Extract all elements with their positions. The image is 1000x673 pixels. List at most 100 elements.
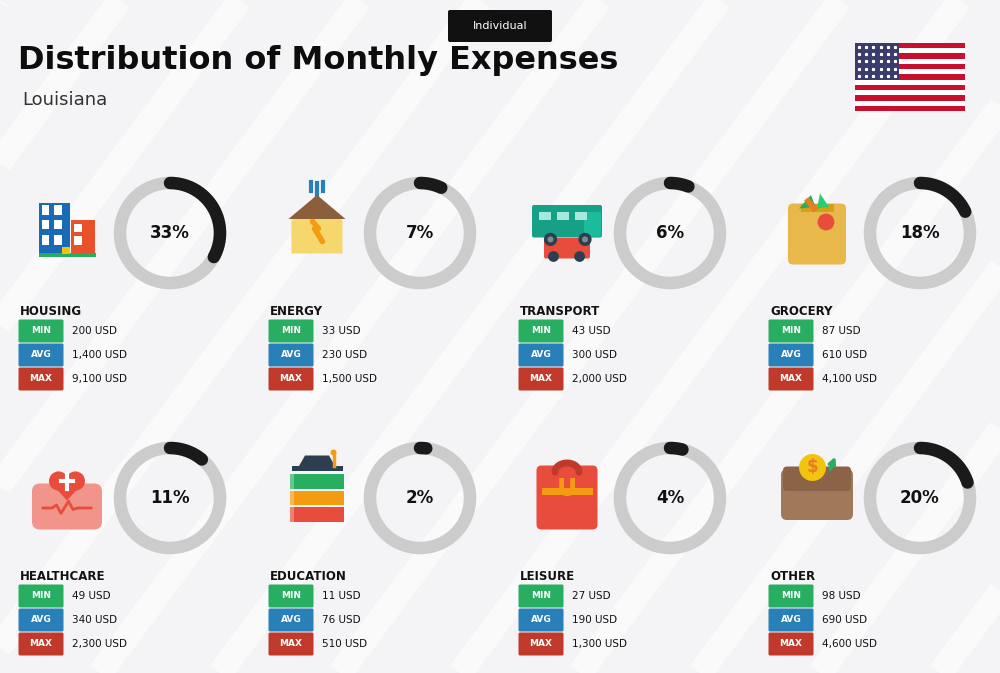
FancyBboxPatch shape: [74, 223, 82, 232]
FancyBboxPatch shape: [74, 236, 82, 244]
Text: 4,600 USD: 4,600 USD: [822, 639, 877, 649]
Text: MIN: MIN: [31, 592, 51, 600]
Text: 2%: 2%: [406, 489, 434, 507]
Text: MIN: MIN: [531, 592, 551, 600]
FancyBboxPatch shape: [518, 367, 564, 390]
FancyBboxPatch shape: [518, 608, 564, 631]
Text: 6%: 6%: [656, 224, 684, 242]
FancyBboxPatch shape: [42, 235, 49, 244]
FancyBboxPatch shape: [855, 69, 965, 75]
FancyBboxPatch shape: [584, 212, 601, 236]
Text: HEALTHCARE: HEALTHCARE: [20, 570, 106, 583]
FancyBboxPatch shape: [292, 466, 342, 471]
FancyBboxPatch shape: [290, 491, 294, 505]
Text: 43 USD: 43 USD: [572, 326, 611, 336]
Text: 510 USD: 510 USD: [322, 639, 367, 649]
FancyBboxPatch shape: [855, 48, 965, 53]
Text: MAX: MAX: [29, 639, 52, 649]
FancyBboxPatch shape: [768, 343, 814, 367]
Text: Distribution of Monthly Expenses: Distribution of Monthly Expenses: [18, 45, 618, 76]
Text: MIN: MIN: [781, 592, 801, 600]
FancyBboxPatch shape: [855, 106, 965, 111]
FancyBboxPatch shape: [54, 205, 62, 215]
Text: MIN: MIN: [281, 592, 301, 600]
Text: 610 USD: 610 USD: [822, 350, 867, 360]
Text: 340 USD: 340 USD: [72, 615, 117, 625]
FancyBboxPatch shape: [268, 584, 314, 608]
FancyBboxPatch shape: [268, 343, 314, 367]
Text: 230 USD: 230 USD: [322, 350, 367, 360]
FancyBboxPatch shape: [855, 43, 965, 48]
Text: Individual: Individual: [473, 21, 527, 31]
Circle shape: [544, 233, 557, 246]
Circle shape: [330, 450, 336, 456]
FancyBboxPatch shape: [290, 474, 344, 489]
Text: 2,300 USD: 2,300 USD: [72, 639, 127, 649]
FancyBboxPatch shape: [518, 584, 564, 608]
FancyBboxPatch shape: [32, 483, 102, 530]
FancyBboxPatch shape: [268, 367, 314, 390]
FancyBboxPatch shape: [39, 253, 96, 257]
FancyBboxPatch shape: [855, 64, 965, 69]
FancyBboxPatch shape: [18, 343, 64, 367]
FancyBboxPatch shape: [54, 220, 62, 229]
Text: MAX: MAX: [780, 639, 802, 649]
Text: 11%: 11%: [150, 489, 190, 507]
Text: HOUSING: HOUSING: [20, 305, 82, 318]
Text: 190 USD: 190 USD: [572, 615, 617, 625]
FancyBboxPatch shape: [855, 85, 965, 90]
Text: 690 USD: 690 USD: [822, 615, 867, 625]
FancyBboxPatch shape: [268, 320, 314, 343]
FancyBboxPatch shape: [290, 491, 344, 505]
Text: ENERGY: ENERGY: [270, 305, 323, 318]
Text: TRANSPORT: TRANSPORT: [520, 305, 600, 318]
Text: MIN: MIN: [531, 326, 551, 336]
Text: 18%: 18%: [900, 224, 940, 242]
Circle shape: [578, 233, 592, 246]
Polygon shape: [299, 456, 335, 466]
Polygon shape: [288, 195, 346, 219]
FancyBboxPatch shape: [783, 466, 851, 491]
Text: $: $: [807, 458, 818, 476]
Circle shape: [548, 236, 554, 242]
FancyBboxPatch shape: [768, 608, 814, 631]
Text: 1,500 USD: 1,500 USD: [322, 374, 377, 384]
FancyBboxPatch shape: [532, 205, 602, 238]
Text: MAX: MAX: [280, 374, 302, 384]
FancyBboxPatch shape: [855, 100, 965, 106]
Text: 1,400 USD: 1,400 USD: [72, 350, 127, 360]
FancyBboxPatch shape: [518, 633, 564, 656]
FancyBboxPatch shape: [781, 469, 853, 520]
Circle shape: [799, 454, 826, 481]
Text: 87 USD: 87 USD: [822, 326, 861, 336]
Polygon shape: [292, 199, 342, 254]
FancyBboxPatch shape: [71, 221, 95, 254]
Text: MAX: MAX: [780, 374, 802, 384]
FancyBboxPatch shape: [448, 10, 552, 42]
FancyBboxPatch shape: [518, 320, 564, 343]
FancyBboxPatch shape: [855, 90, 965, 96]
Text: GROCERY: GROCERY: [770, 305, 832, 318]
Text: 33%: 33%: [150, 224, 190, 242]
FancyBboxPatch shape: [788, 203, 846, 264]
Text: AVG: AVG: [281, 616, 301, 625]
Circle shape: [582, 236, 588, 242]
Text: MIN: MIN: [281, 326, 301, 336]
Text: 300 USD: 300 USD: [572, 350, 617, 360]
Text: MAX: MAX: [530, 639, 552, 649]
FancyBboxPatch shape: [268, 608, 314, 631]
Text: LEISURE: LEISURE: [520, 570, 575, 583]
Circle shape: [66, 471, 85, 491]
Circle shape: [49, 471, 68, 491]
Text: AVG: AVG: [281, 351, 301, 359]
Text: 7%: 7%: [406, 224, 434, 242]
Text: AVG: AVG: [781, 616, 801, 625]
FancyBboxPatch shape: [18, 608, 64, 631]
Text: 76 USD: 76 USD: [322, 615, 361, 625]
FancyBboxPatch shape: [855, 96, 965, 100]
Polygon shape: [817, 194, 829, 209]
FancyBboxPatch shape: [290, 507, 294, 522]
FancyBboxPatch shape: [574, 211, 587, 221]
FancyBboxPatch shape: [290, 474, 294, 489]
FancyBboxPatch shape: [855, 75, 965, 79]
